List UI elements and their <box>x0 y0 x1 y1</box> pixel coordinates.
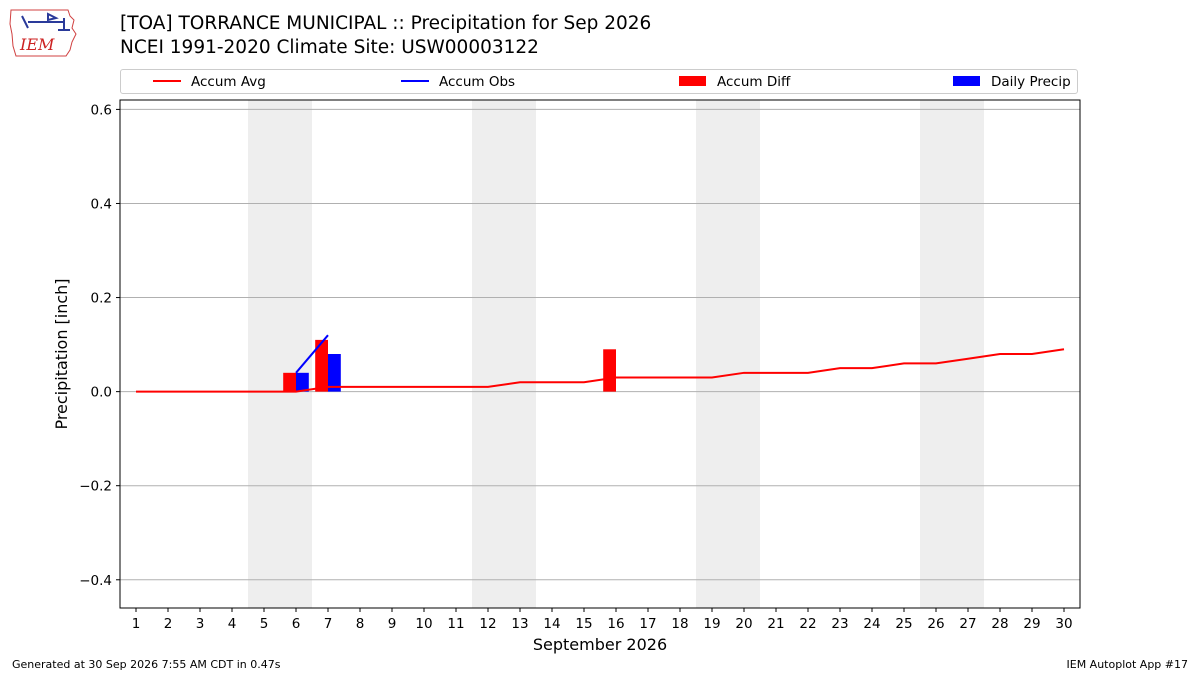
y-tick-label: 0.6 <box>91 102 112 118</box>
x-tick-label: 5 <box>260 616 269 632</box>
x-tick-label: 18 <box>671 616 688 632</box>
x-tick-label: 25 <box>895 616 912 632</box>
x-tick-label: 9 <box>388 616 397 632</box>
daily-precip-bar <box>296 372 309 392</box>
accum-obs-line <box>295 334 329 374</box>
x-tick-label: 11 <box>447 616 464 632</box>
daily-precip-bar <box>328 354 341 392</box>
legend-swatch <box>401 80 429 82</box>
x-tick-label: 8 <box>356 616 365 632</box>
legend-label: Accum Diff <box>717 74 791 90</box>
legend-item-accum-avg: Accum Avg <box>153 74 266 90</box>
accum-diff-bar <box>603 349 616 392</box>
accum-diff-bar <box>283 372 296 392</box>
y-tick-label: −0.4 <box>79 573 112 589</box>
x-tick-label: 7 <box>324 616 333 632</box>
x-tick-label: 14 <box>543 616 560 632</box>
x-tick-label: 24 <box>863 616 880 632</box>
title-line-2: NCEI 1991-2020 Climate Site: USW00003122 <box>120 37 539 58</box>
y-tick-label: 0.2 <box>91 291 112 307</box>
legend-swatch <box>679 76 706 86</box>
x-tick-label: 26 <box>927 616 944 632</box>
y-tick-label: 0.4 <box>91 196 112 212</box>
x-tick-label: 17 <box>639 616 656 632</box>
x-tick-label: 20 <box>735 616 752 632</box>
chart-title: [TOA] TORRANCE MUNICIPAL :: Precipitatio… <box>120 12 651 60</box>
weather-station-icon <box>21 12 70 31</box>
y-tick-label: −0.2 <box>79 479 112 495</box>
x-tick-label: 13 <box>511 616 528 632</box>
x-tick-label: 2 <box>164 616 173 632</box>
legend-item-accum-diff: Accum Diff <box>679 74 790 90</box>
title-line-1: [TOA] TORRANCE MUNICIPAL :: Precipitatio… <box>120 13 652 34</box>
legend-swatch <box>953 76 980 86</box>
weekend-shade <box>248 100 312 608</box>
accum-avg-line <box>136 348 1065 393</box>
x-tick-label: 3 <box>196 616 205 632</box>
legend-label: Accum Avg <box>191 74 266 90</box>
x-tick-label: 6 <box>292 616 301 632</box>
x-tick-label: 16 <box>607 616 624 632</box>
legend-label: Daily Precip <box>991 74 1071 90</box>
weekend-shade <box>696 100 760 608</box>
iowa-outline-icon <box>9 9 77 57</box>
x-tick-label: 21 <box>767 616 784 632</box>
accum-diff-bar <box>315 339 328 392</box>
x-tick-label: 29 <box>1023 616 1040 632</box>
x-tick-label: 28 <box>991 616 1008 632</box>
x-tick-label: 4 <box>228 616 237 632</box>
footer-generated: Generated at 30 Sep 2026 7:55 AM CDT in … <box>12 658 281 671</box>
legend: Accum Avg Accum Obs Accum Diff Daily Pre… <box>120 69 1078 94</box>
x-tick-label: 22 <box>799 616 816 632</box>
x-tick-label: 27 <box>959 616 976 632</box>
logo-text: IEM <box>19 35 55 54</box>
iem-logo: IEM <box>9 9 77 57</box>
legend-swatch <box>153 80 181 82</box>
legend-item-accum-obs: Accum Obs <box>401 74 515 90</box>
weekend-shade <box>472 100 536 608</box>
weekend-shade <box>920 100 984 608</box>
y-axis-label: Precipitation [inch] <box>52 278 71 429</box>
x-tick-label: 30 <box>1055 616 1072 632</box>
x-tick-label: 10 <box>415 616 432 632</box>
legend-label: Accum Obs <box>439 74 516 90</box>
footer-app: IEM Autoplot App #17 <box>1066 658 1189 671</box>
x-axis-label: September 2026 <box>533 635 667 654</box>
x-tick-label: 19 <box>703 616 720 632</box>
plot-frame <box>119 99 1081 609</box>
x-tick-label: 23 <box>831 616 848 632</box>
y-tick-label: 0.0 <box>91 385 112 401</box>
x-tick-label: 12 <box>479 616 496 632</box>
legend-item-daily-precip: Daily Precip <box>953 74 1071 90</box>
x-tick-label: 15 <box>575 616 592 632</box>
x-tick-label: 1 <box>132 616 141 632</box>
